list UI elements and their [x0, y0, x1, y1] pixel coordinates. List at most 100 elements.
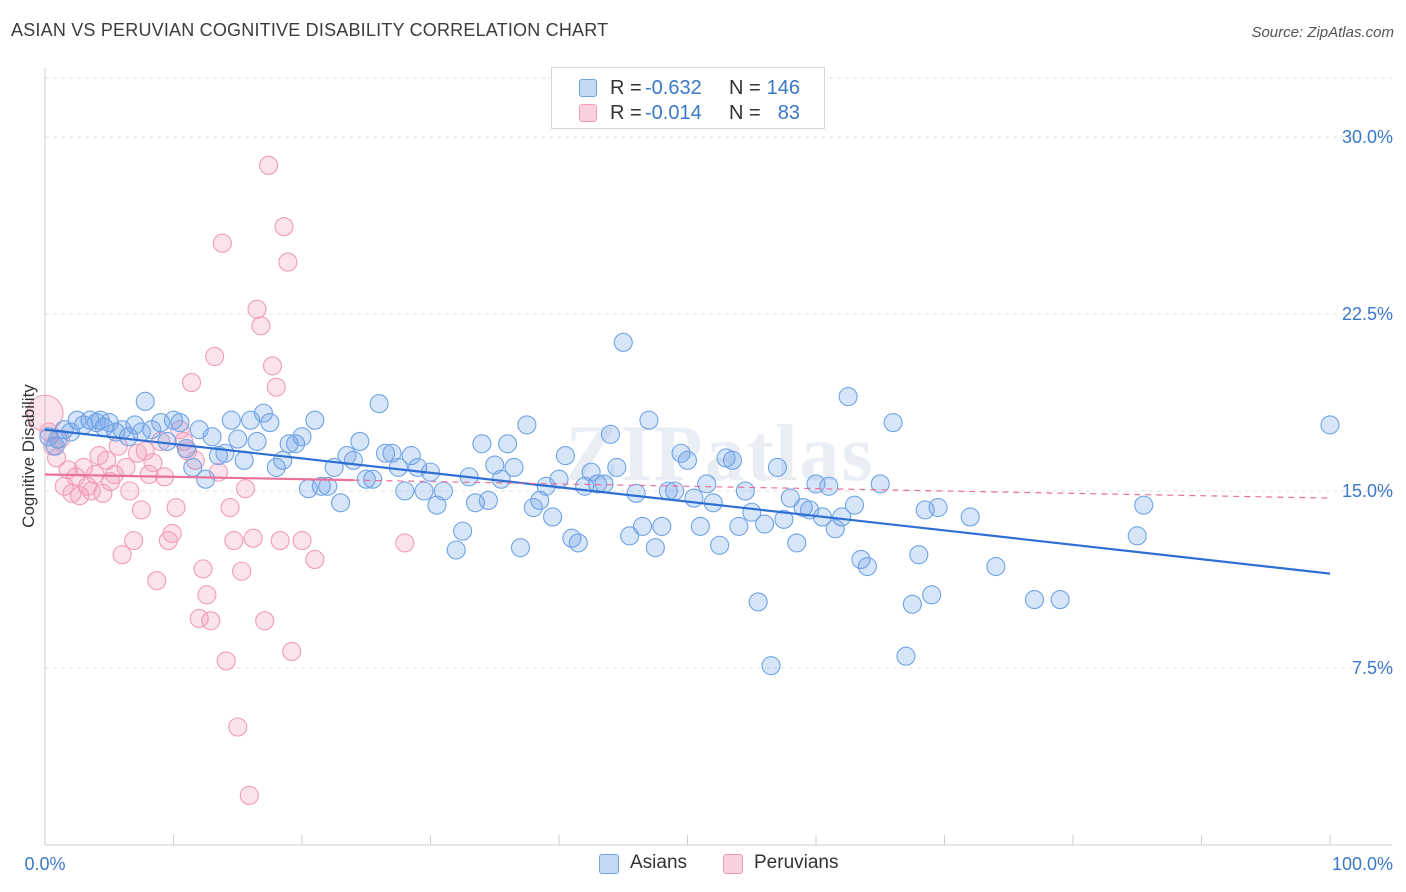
peruvian-point: [104, 464, 124, 485]
asian-point: [472, 434, 492, 454]
asian-point: [581, 462, 601, 482]
asian-point: [883, 413, 903, 433]
asian-point: [1050, 590, 1070, 610]
asian-point: [45, 436, 65, 456]
asian-point: [485, 455, 505, 475]
asian-point: [1134, 495, 1154, 515]
r-label: R =: [610, 77, 642, 99]
asian-point: [330, 493, 351, 513]
peruvian-point: [201, 611, 221, 631]
peruvian-point: [255, 611, 275, 631]
peruvian-point: [224, 531, 244, 551]
stats-row-asians: R = -0.632 N = 146: [552, 76, 824, 102]
asians-swatch-icon: [579, 79, 597, 97]
stats-row-peruvians: R = -0.014 N = 83: [552, 101, 824, 127]
r-value: -0.014: [645, 102, 702, 124]
x-tick-label: 100.0%: [1332, 854, 1393, 874]
asian-point: [311, 476, 331, 496]
asian-point: [710, 535, 730, 555]
asian-point: [870, 474, 890, 494]
asian-point: [620, 526, 640, 546]
axes: [44, 68, 1392, 846]
peruvians-swatch-icon: [723, 854, 743, 874]
peruvian-point: [292, 531, 312, 551]
trend-lines: [44, 428, 1331, 575]
asian-point: [780, 488, 800, 508]
asian-point: [902, 594, 922, 614]
asian-point: [414, 481, 434, 501]
asian-point: [555, 446, 575, 466]
asian-point: [157, 431, 177, 451]
asian-point: [517, 415, 537, 435]
asian-point: [819, 476, 839, 496]
grid-lines: [45, 77, 1392, 669]
r-value: -0.632: [645, 77, 702, 99]
peruvian-point: [131, 500, 151, 520]
legend-label: Peruvians: [754, 852, 839, 873]
peruvian-point: [239, 785, 259, 805]
n-label: N =: [729, 77, 761, 99]
peruvian-point: [166, 497, 186, 518]
asian-point: [922, 585, 942, 605]
asian-point: [375, 443, 396, 463]
asian-point: [787, 533, 807, 553]
asian-point: [1320, 415, 1340, 435]
asian-point: [986, 556, 1006, 577]
watermark: ZIPatlas: [565, 410, 874, 498]
peruvian-point: [143, 453, 163, 473]
asian-point: [382, 443, 402, 463]
peruvian-point: [193, 559, 213, 579]
peruvian-point: [247, 299, 267, 319]
asian-point: [838, 387, 858, 407]
peruvian-point: [181, 372, 202, 392]
peruvian-point: [243, 528, 263, 548]
asian-point: [118, 427, 139, 447]
asians-points: [39, 332, 1340, 676]
asian-point: [135, 391, 155, 411]
asian-point: [433, 481, 453, 501]
y-tick-label: 22.5%: [1342, 304, 1393, 324]
peruvian-point: [228, 717, 248, 737]
asian-point: [253, 403, 274, 423]
peruvian-point: [212, 233, 232, 253]
asian-point: [626, 483, 646, 503]
asians-trend-line: [44, 428, 1331, 575]
asian-point: [639, 410, 659, 430]
asian-point: [260, 413, 280, 433]
peruvian-point: [189, 608, 209, 628]
peruvian-point: [259, 155, 279, 175]
y-tick-label: 7.5%: [1352, 658, 1393, 678]
peruvian-point: [120, 481, 140, 501]
peruvian-point: [81, 481, 101, 501]
stats-legend: R = -0.632 N = 146 R = -0.014 N = 83: [551, 67, 825, 129]
asian-point: [498, 434, 518, 454]
asian-point: [266, 457, 286, 477]
n-value: 146: [766, 77, 800, 99]
asian-point: [600, 424, 620, 444]
peruvian-point: [282, 641, 302, 662]
asian-point: [671, 443, 691, 463]
asian-point: [292, 427, 312, 447]
asian-point: [228, 429, 248, 449]
asians-swatch-icon: [599, 854, 619, 874]
asian-point: [234, 450, 254, 470]
asian-point: [350, 431, 370, 451]
peruvian-point: [74, 457, 94, 477]
asian-point: [504, 457, 524, 477]
asian-point: [343, 450, 363, 470]
peruvian-point: [147, 571, 167, 591]
asian-point: [909, 545, 929, 565]
peruvian-point: [232, 561, 252, 581]
peruvian-point: [26, 394, 64, 432]
x-tick-labels: 0.0% 100.0%: [24, 854, 1393, 874]
peruvian-point: [305, 549, 325, 569]
asian-point: [356, 469, 376, 489]
asian-point: [594, 474, 614, 494]
n-label: N =: [729, 102, 761, 124]
asian-point: [767, 457, 788, 477]
asian-point: [305, 410, 325, 430]
asian-point: [896, 646, 916, 666]
asian-point: [202, 427, 222, 447]
x-tick-label: 0.0%: [24, 854, 65, 874]
